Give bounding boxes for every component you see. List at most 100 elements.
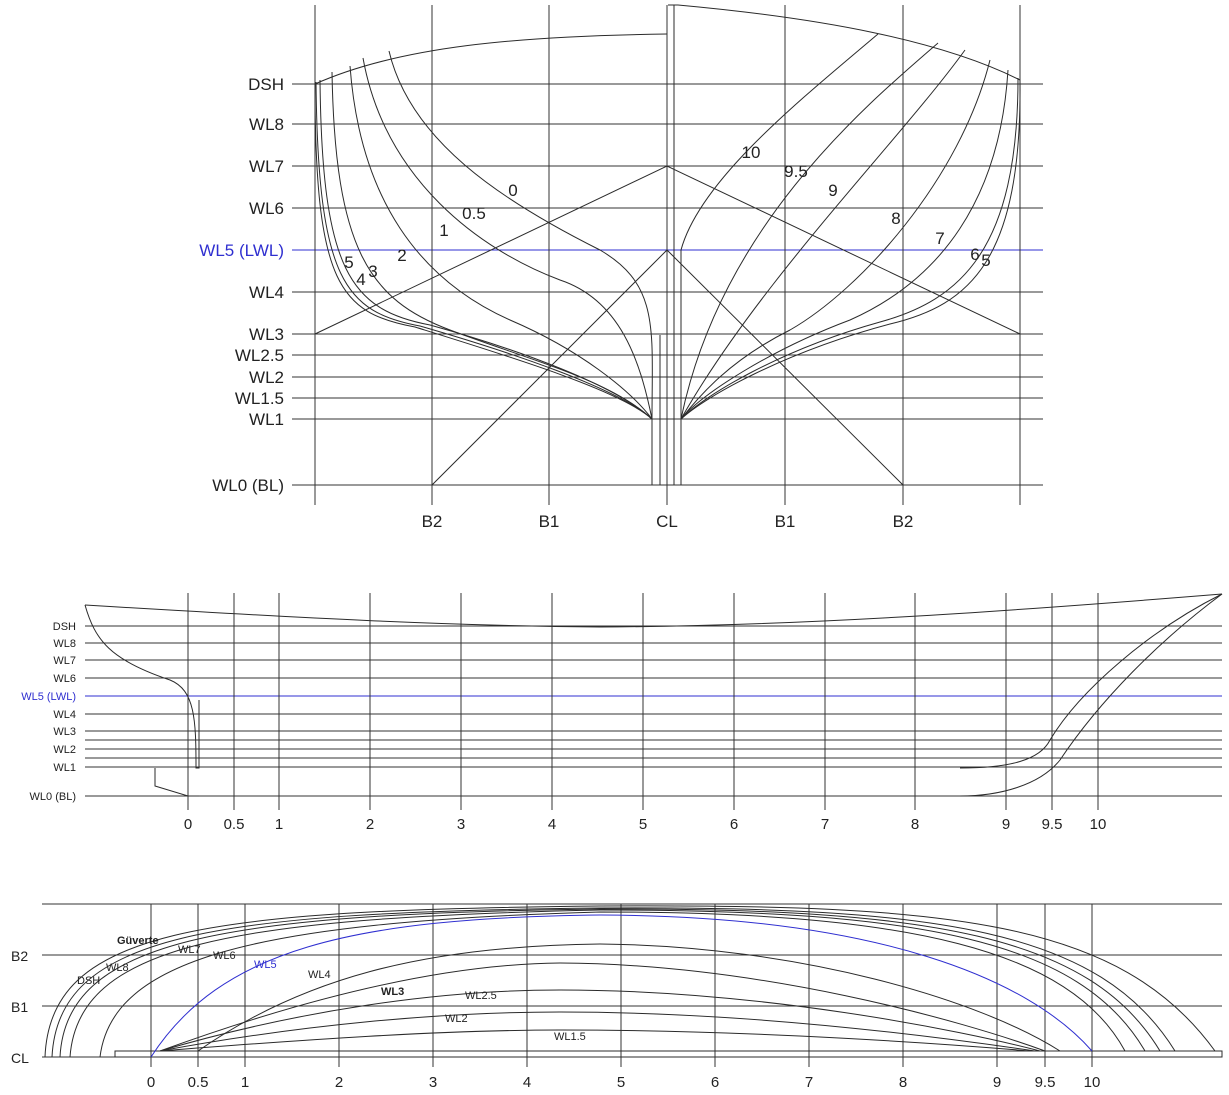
profile-station-5: 5 — [639, 816, 647, 833]
profile-station-1: 1 — [275, 816, 283, 833]
section-5-fore — [680, 79, 1021, 420]
profile-plan: DSH WL8 WL7 WL6 WL5 (LWL) WL4 WL3 WL2 WL… — [21, 593, 1223, 833]
profile-label-dsh: DSH — [53, 621, 76, 633]
station-label-8: 8 — [891, 209, 900, 228]
half-breadth-label-cl: CL — [11, 1050, 29, 1066]
half-breadth-label-b1: B1 — [11, 999, 28, 1015]
profile-label-wl6: WL6 — [53, 673, 76, 685]
label-wl7: WL7 — [249, 157, 284, 176]
half-breadth-plan: B2 B1 CL Güverte WL7 WL6 WL8 DSH WL5 WL4… — [11, 903, 1223, 1091]
keel-strip — [114, 1050, 1223, 1058]
hb-station-9-5: 9.5 — [1035, 1074, 1056, 1091]
curve-dsh — [51, 907, 1176, 1058]
station-label-1: 1 — [439, 221, 448, 240]
profile-station-0-5: 0.5 — [224, 816, 245, 833]
station-label-4: 4 — [356, 270, 365, 289]
label-wl2: WL2 — [249, 368, 284, 387]
profile-station-2: 2 — [366, 816, 374, 833]
station-label-9-5: 9.5 — [784, 162, 808, 181]
profile-station-8: 8 — [911, 816, 919, 833]
station-label-7: 7 — [935, 229, 944, 248]
hb-station-10: 10 — [1084, 1074, 1101, 1091]
station-label-5: 5 — [344, 253, 353, 272]
profile-label-wl1: WL1 — [53, 762, 76, 774]
keel-bars — [651, 4, 682, 485]
curve-label-wl2: WL2 — [445, 1013, 468, 1025]
profile-stem-inner — [959, 593, 1223, 769]
curve-label-wl1-5: WL1.5 — [554, 1031, 586, 1043]
profile-station-lines — [187, 593, 1099, 810]
label-wl1-5: WL1.5 — [235, 389, 284, 408]
curve-label-wl7: WL7 — [178, 944, 201, 956]
section-5 — [314, 83, 653, 420]
hb-station-2: 2 — [335, 1074, 343, 1091]
profile-station-9: 9 — [1002, 816, 1010, 833]
label-dsh: DSH — [248, 75, 284, 94]
curve-wl5 — [150, 914, 1093, 1058]
profile-station-6: 6 — [730, 816, 738, 833]
hb-station-7: 7 — [805, 1074, 813, 1091]
label-b2-left: B2 — [422, 512, 443, 531]
label-wl8: WL8 — [249, 115, 284, 134]
half-breadth-station-labels: 0 0.5 1 2 3 4 5 6 7 8 9 9.5 10 — [147, 1074, 1101, 1091]
curve-wl7 — [69, 909, 1146, 1058]
curve-wl3 — [159, 962, 1046, 1052]
section-3 — [319, 79, 653, 420]
curve-wl6 — [99, 911, 1126, 1058]
curve-wl1-5 — [159, 1029, 1031, 1052]
profile-station-10: 10 — [1090, 816, 1107, 833]
profile-label-wl4: WL4 — [53, 709, 76, 721]
label-b2-right: B2 — [893, 512, 914, 531]
station-label-10: 10 — [742, 143, 761, 162]
section-8 — [680, 59, 991, 420]
profile-station-7: 7 — [821, 816, 829, 833]
profile-label-wl7: WL7 — [53, 655, 76, 667]
profile-station-4: 4 — [548, 816, 556, 833]
hb-station-1: 1 — [241, 1074, 249, 1091]
station-label-6: 6 — [970, 245, 979, 264]
hb-station-5: 5 — [617, 1074, 625, 1091]
curve-label-wl2-5: WL2.5 — [465, 990, 497, 1002]
section-9 — [680, 49, 966, 420]
station-label-3: 3 — [368, 262, 377, 281]
section-4 — [315, 81, 653, 420]
profile-stern — [84, 604, 200, 769]
label-wl2-5: WL2.5 — [235, 346, 284, 365]
label-wl4: WL4 — [249, 283, 284, 302]
hb-station-9: 9 — [993, 1074, 1001, 1091]
curve-label-wl4: WL4 — [308, 969, 331, 981]
profile-stem-outer — [959, 593, 1223, 797]
section-1 — [349, 65, 653, 420]
curve-label-dsh: DSH — [77, 975, 100, 987]
profile-rudder — [154, 768, 199, 797]
hb-station-0-5: 0.5 — [188, 1074, 209, 1091]
section-10 — [680, 33, 879, 419]
curve-label-wl5: WL5 — [254, 959, 277, 971]
profile-label-wl3: WL3 — [53, 726, 76, 738]
profile-sheer-line — [84, 593, 1223, 628]
section-9-5 — [680, 42, 939, 420]
hb-station-4: 4 — [523, 1074, 531, 1091]
station-label-5-fore: 5 — [981, 251, 990, 270]
label-wl1: WL1 — [249, 410, 284, 429]
curve-wl8 — [59, 908, 1161, 1058]
body-plan: DSH WL8 WL7 WL6 WL5 (LWL) WL4 WL3 WL2.5 … — [199, 4, 1043, 531]
station-label-0: 0 — [508, 181, 517, 200]
section-0-5 — [362, 57, 653, 420]
station-label-2: 2 — [397, 246, 406, 265]
label-cl: CL — [656, 512, 678, 531]
station-label-9: 9 — [828, 181, 837, 200]
section-7 — [680, 69, 1009, 420]
diagonals — [314, 165, 1021, 486]
curve-label-guverte: Güverte — [117, 935, 159, 947]
profile-station-9-5: 9.5 — [1042, 816, 1063, 833]
profile-label-wl8: WL8 — [53, 638, 76, 650]
curve-wl4 — [197, 943, 1061, 1052]
curve-label-wl3: WL3 — [381, 986, 404, 998]
hb-station-3: 3 — [429, 1074, 437, 1091]
profile-label-wl0-bl: WL0 (BL) — [30, 791, 76, 803]
section-0 — [388, 50, 653, 420]
hb-station-8: 8 — [899, 1074, 907, 1091]
section-6 — [680, 77, 1019, 420]
